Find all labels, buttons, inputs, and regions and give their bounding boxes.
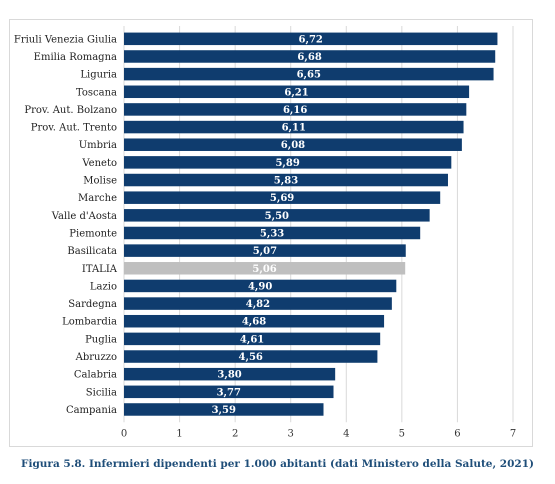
data-label: 6,21: [284, 87, 308, 98]
data-label: 3,80: [217, 370, 241, 381]
bar: [124, 32, 498, 46]
bar: [124, 297, 392, 310]
data-label: 4,56: [239, 352, 263, 363]
data-label: 4,82: [246, 299, 270, 310]
data-label: 5,07: [253, 246, 277, 257]
category-label: Friuli Venezia Giulia: [14, 34, 117, 45]
data-label: 6,16: [283, 105, 307, 116]
bar: [124, 279, 397, 293]
x-tick-label: 3: [288, 428, 294, 439]
bar: [124, 244, 406, 257]
bar: [124, 138, 462, 151]
data-label: 6,08: [281, 140, 305, 151]
bar: [124, 332, 381, 346]
x-tick-label: 0: [121, 428, 127, 439]
category-label: Piemonte: [69, 228, 117, 239]
data-label: 3,77: [217, 387, 241, 398]
category-label: Abruzzo: [75, 352, 117, 363]
bar: [124, 120, 464, 134]
bar: [124, 385, 334, 399]
bar: [124, 103, 467, 116]
x-tick-label: 1: [176, 428, 182, 439]
category-label: Campania: [66, 405, 117, 416]
category-label: Sicilia: [86, 387, 117, 398]
data-label: 6,11: [282, 123, 306, 134]
data-label: 5,89: [275, 158, 299, 169]
bar: [124, 262, 406, 275]
category-label: Lombardia: [62, 317, 117, 328]
category-label: Molise: [83, 176, 117, 187]
category-label: Liguria: [80, 70, 117, 81]
bar-chart: 0 1 2 3 4 5 6 7 Friuli Venezia Giulia 6,72 Emilia …: [14, 26, 516, 439]
data-label: 5,69: [270, 193, 294, 204]
data-label: 4,68: [242, 317, 266, 328]
x-tick-label: 6: [454, 428, 460, 439]
category-label: Lazio: [90, 281, 117, 292]
data-label: 6,65: [297, 70, 321, 81]
category-label: Veneto: [81, 158, 117, 169]
category-label: ITALIA: [82, 264, 118, 275]
bar: [124, 156, 452, 169]
bar: [124, 67, 494, 81]
bar: [124, 209, 430, 222]
category-label: Valle d'Aosta: [51, 211, 117, 222]
data-label: 4,61: [240, 334, 264, 345]
data-label: 4,90: [248, 281, 272, 292]
category-label: Umbria: [79, 140, 117, 151]
x-tick-label: 2: [232, 428, 238, 439]
bar: [124, 226, 421, 240]
category-label: Calabria: [74, 370, 117, 381]
bar: [124, 50, 496, 63]
category-label: Puglia: [85, 334, 117, 345]
chart-frame: 0 1 2 3 4 5 6 7 Friuli Venezia Giulia 6,72 Emilia …: [9, 19, 533, 447]
category-label: Emilia Romagna: [34, 52, 117, 63]
bar: [124, 350, 378, 363]
bar: [124, 367, 336, 381]
x-tick-label: 5: [399, 428, 405, 439]
figure-caption: Figura 5.8. Infermieri dipendenti per 1.…: [21, 458, 534, 470]
category-label: Prov. Aut. Bolzano: [24, 105, 117, 116]
category-label: Toscana: [76, 87, 117, 98]
category-label: Sardegna: [68, 299, 117, 310]
data-label: 5,83: [274, 176, 298, 187]
data-label: 3,59: [212, 405, 236, 416]
category-label: Basilicata: [67, 246, 117, 257]
data-label: 5,06: [252, 264, 276, 275]
category-label: Prov. Aut. Trento: [31, 123, 117, 134]
data-label: 6,68: [297, 52, 321, 63]
x-tick-label: 4: [343, 428, 349, 439]
data-label: 5,33: [260, 228, 284, 239]
x-tick-label: 7: [510, 428, 516, 439]
bar: [124, 85, 470, 99]
data-label: 5,50: [265, 211, 289, 222]
bar: [124, 191, 441, 204]
category-label: Marche: [78, 193, 117, 204]
data-label: 6,72: [299, 34, 323, 45]
bar: [124, 403, 324, 416]
bar: [124, 314, 385, 328]
bar: [124, 173, 448, 187]
